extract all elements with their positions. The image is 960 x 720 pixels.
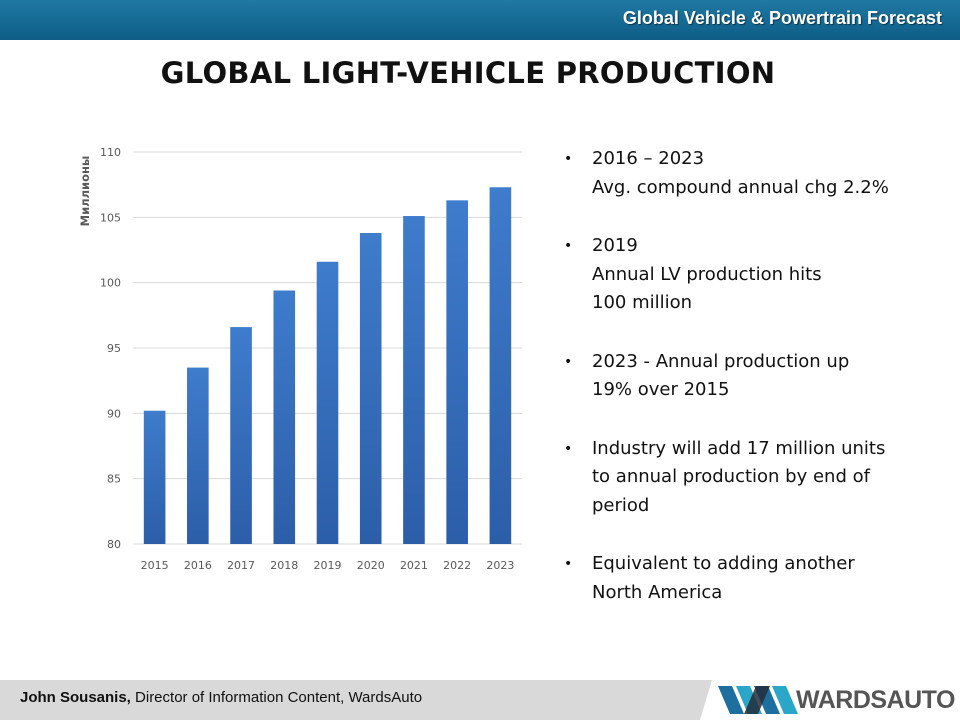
header-title: Global Vehicle & Powertrain Forecast <box>622 8 942 28</box>
footer-credit: John Sousanis, Director of Information C… <box>20 689 422 706</box>
y-axis-ticks: 80 85 90 95 100 105 110 <box>100 146 121 551</box>
bar-2018 <box>273 290 296 544</box>
bullet-line: Avg. compound annual chg 2.2% <box>592 176 889 198</box>
bullet-line: to annual production by end of <box>592 466 870 487</box>
footer-author-role: Director of Information Content, WardsAu… <box>130 689 423 706</box>
x-tick-label: 2015 <box>141 559 169 572</box>
bar-2016 <box>187 367 209 544</box>
y-tick-label: 100 <box>100 277 121 290</box>
bullet-line: North America <box>592 581 723 603</box>
bullet-icon: • <box>564 556 573 572</box>
bullet-icon: • <box>564 440 573 457</box>
bullet-item: • 2016 – 2023 Avg. compound annual chg 2.2… <box>562 145 952 202</box>
wardsauto-logo: WARDSAUTO <box>700 680 960 720</box>
bullet-item: • Industry will add 17 million units to an… <box>562 435 952 521</box>
wardsauto-logo-icon <box>718 686 798 714</box>
bullet-icon: • <box>564 151 573 167</box>
bar-2015 <box>143 410 166 544</box>
y-tick-label: 105 <box>100 211 121 224</box>
bar-2022 <box>446 200 468 544</box>
bullet-line: Industry will add 17 million units <box>592 437 886 459</box>
y-tick-label: 95 <box>107 342 121 355</box>
bullet-line: 2019 <box>592 235 638 256</box>
header-bar: Global Vehicle & Powertrain Forecast <box>0 0 960 40</box>
bar-2020 <box>359 233 382 544</box>
x-tick-label: 2017 <box>227 559 255 572</box>
bullet-icon: • <box>564 238 573 254</box>
bullet-line: Equivalent to adding another <box>592 553 855 574</box>
slide-title: GLOBAL LIGHT-VEHICLE PRODUCTION <box>160 56 776 90</box>
bullet-line: period <box>592 494 650 516</box>
bullet-line: 2023 - Annual production up <box>592 350 850 372</box>
chart-bars <box>143 187 512 544</box>
footer-author-name: John Sousanis, <box>20 689 131 706</box>
bar-2019 <box>316 261 339 544</box>
x-tick-label: 2021 <box>400 559 428 572</box>
x-tick-label: 2018 <box>270 559 298 572</box>
x-tick-label: 2023 <box>486 559 514 572</box>
x-axis-ticks: 2015 2016 2017 2018 2019 2020 2021 2022 2023 <box>141 559 515 572</box>
bullet-item: • 2023 - Annual production up 19% over 201… <box>562 348 952 405</box>
y-tick-label: 110 <box>100 146 121 159</box>
logo-wordmark: WARDSAUTO <box>796 686 955 714</box>
bullet-line: 19% over 2015 <box>592 379 730 400</box>
y-tick-label: 90 <box>107 407 121 420</box>
bullet-item: • 2019 Annual LV production hits 100 millio… <box>562 232 952 318</box>
x-tick-label: 2019 <box>314 559 342 572</box>
x-tick-label: 2020 <box>357 559 385 572</box>
x-tick-label: 2016 <box>184 559 212 572</box>
bar-2021 <box>403 216 425 544</box>
bullet-item: • Equivalent to adding another North Ameri… <box>562 550 952 607</box>
y-tick-label: 80 <box>107 538 121 551</box>
bullet-line: 2016 – 2023 <box>592 148 705 169</box>
y-axis-label: Миллионы <box>78 156 92 227</box>
bullet-list: • 2016 – 2023 Avg. compound annual chg 2.2… <box>562 145 952 637</box>
y-tick-label: 85 <box>107 473 121 486</box>
bullet-line: 100 million <box>592 292 693 313</box>
bullet-line: Annual LV production hits <box>592 263 822 285</box>
bar-2023 <box>489 187 512 544</box>
x-tick-label: 2022 <box>443 559 471 572</box>
bar-2017 <box>230 327 252 544</box>
bullet-icon: • <box>564 353 573 370</box>
